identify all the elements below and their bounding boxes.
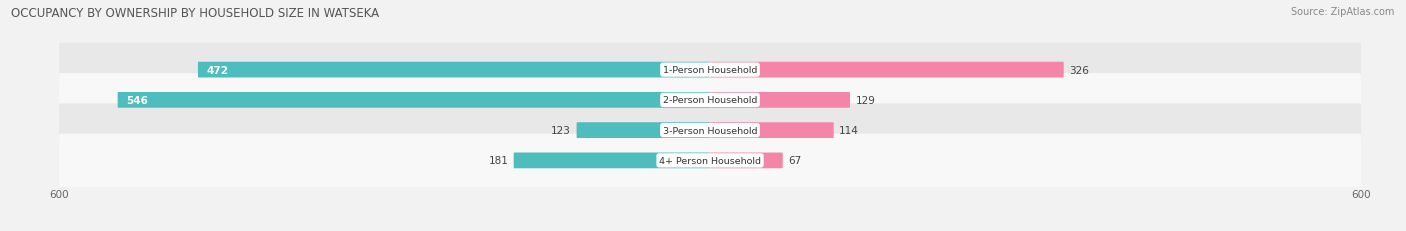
Text: 1-Person Household: 1-Person Household (662, 66, 758, 75)
Text: 123: 123 (551, 126, 571, 136)
FancyBboxPatch shape (513, 153, 710, 169)
Text: 3-Person Household: 3-Person Household (662, 126, 758, 135)
Text: 67: 67 (789, 156, 801, 166)
Text: Source: ZipAtlas.com: Source: ZipAtlas.com (1291, 7, 1395, 17)
FancyBboxPatch shape (710, 123, 834, 138)
Text: OCCUPANCY BY OWNERSHIP BY HOUSEHOLD SIZE IN WATSEKA: OCCUPANCY BY OWNERSHIP BY HOUSEHOLD SIZE… (11, 7, 380, 20)
Text: 181: 181 (488, 156, 508, 166)
Text: 4+ Person Household: 4+ Person Household (659, 156, 761, 165)
FancyBboxPatch shape (118, 93, 710, 108)
FancyBboxPatch shape (710, 93, 851, 108)
FancyBboxPatch shape (198, 62, 710, 78)
Text: 2-Person Household: 2-Person Household (662, 96, 758, 105)
FancyBboxPatch shape (710, 62, 1064, 78)
Text: 472: 472 (207, 65, 229, 75)
FancyBboxPatch shape (59, 74, 1361, 127)
FancyBboxPatch shape (59, 44, 1361, 97)
FancyBboxPatch shape (710, 153, 783, 169)
Text: 326: 326 (1069, 65, 1090, 75)
FancyBboxPatch shape (59, 134, 1361, 187)
FancyBboxPatch shape (576, 123, 710, 138)
Text: 114: 114 (839, 126, 859, 136)
FancyBboxPatch shape (59, 104, 1361, 157)
Text: 129: 129 (855, 95, 876, 105)
Text: 546: 546 (127, 95, 148, 105)
